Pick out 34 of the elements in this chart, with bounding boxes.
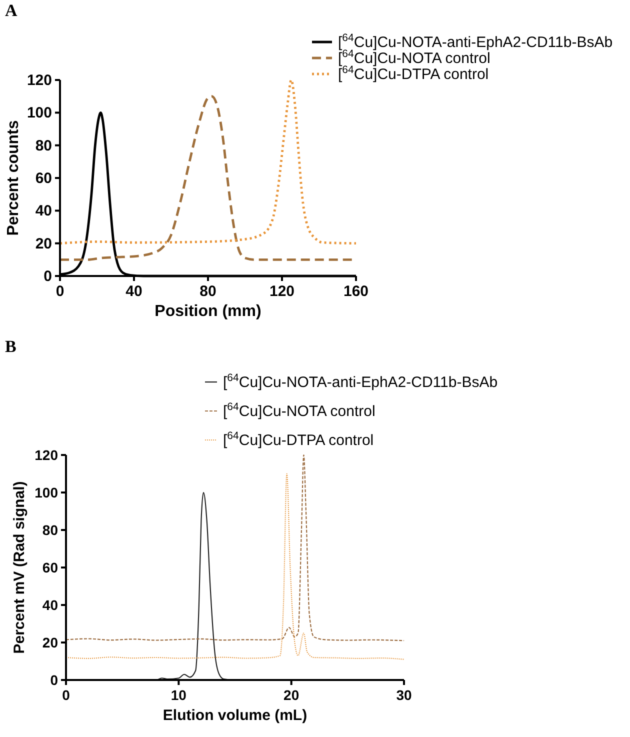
legend-label: [$^{64}$Cu]Cu-DTPA control — [223, 430, 374, 449]
y-tick-label: 120 — [26, 72, 52, 89]
x-axis-title: Elution volume (mL) — [162, 707, 308, 724]
y-axis-title: Percent mV (Rad signal) — [11, 481, 28, 654]
x-tick-label: 20 — [284, 687, 300, 703]
y-tick-label: 0 — [50, 672, 58, 688]
x-tick-label: 0 — [62, 687, 70, 703]
y-tick-label: 40 — [42, 597, 58, 613]
y-tick-label: 80 — [35, 137, 52, 154]
y-tick-label: 80 — [42, 522, 58, 538]
legend-label: [$^{64}$Cu]Cu-NOTA-anti-EphA2-CD11b-BsAb — [338, 32, 613, 51]
x-tick-label: 30 — [396, 687, 412, 703]
line-series — [65, 454, 405, 642]
y-tick-label: 20 — [35, 235, 52, 252]
y-tick-label: 60 — [35, 170, 52, 187]
y-tick-label: 120 — [34, 447, 58, 463]
legend-label: [$^{64}$Cu]Cu-NOTA control — [223, 401, 376, 420]
y-tick-label: 40 — [35, 202, 52, 220]
y-tick-label: 20 — [42, 634, 58, 650]
chart-title: A — [5, 1, 18, 20]
line-series — [65, 473, 405, 660]
x-tick-label: 10 — [170, 687, 187, 703]
y-axis-title: Percent counts — [5, 120, 22, 236]
legend-label: [$^{64}$Cu]Cu-NOTA-anti-EphA2-CD11b-BsAb — [223, 372, 498, 391]
x-tick-label: 160 — [343, 283, 369, 300]
y-tick-label: 100 — [34, 484, 58, 500]
x-axis-title: Position (mm) — [154, 303, 262, 320]
y-tick-label: 100 — [26, 104, 52, 122]
y-tick-label: 0 — [44, 268, 52, 285]
x-tick-label: 40 — [126, 283, 142, 300]
x-tick-label: 120 — [269, 283, 295, 300]
x-tick-label: 80 — [200, 283, 216, 300]
y-tick-label: 60 — [42, 560, 58, 576]
chart-title: B — [5, 337, 16, 356]
